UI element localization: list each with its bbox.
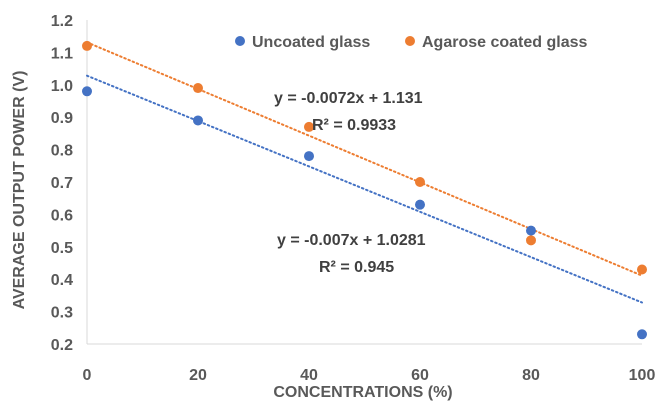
point-uncoated	[526, 225, 536, 236]
equation-uncoated: y = -0.007x + 1.0281	[277, 232, 426, 249]
x-tick-label: 100	[629, 367, 656, 384]
point-uncoated	[82, 86, 92, 97]
point-uncoated	[415, 199, 425, 210]
legend: Uncoated glass Agarose coated glass	[235, 34, 588, 51]
y-tick-label: 0.5	[51, 240, 73, 257]
point-uncoated	[193, 115, 203, 126]
y-tick-label: 0.7	[51, 175, 73, 192]
point-agarose	[637, 264, 647, 275]
point-agarose	[415, 177, 425, 187]
trendline-agarose	[86, 41, 643, 277]
point-agarose	[193, 83, 203, 94]
axes: 0.2 0.3 0.4 0.5 0.6 0.7 0.8 0.9 1.0 1.1 1.2 0 20 40 60…	[51, 13, 656, 384]
data-points	[82, 40, 647, 340]
r-squared-uncoated: R² = 0.945	[319, 259, 394, 276]
trendline-labels: y = -0.0072x + 1.131 R² = 0.9933 y = -0.…	[274, 90, 426, 276]
y-tick-label: 0.4	[51, 272, 73, 289]
point-agarose	[526, 235, 536, 246]
x-tick-label: 0	[83, 367, 92, 384]
y-tick-label: 1.1	[51, 45, 73, 62]
x-tick-label: 80	[522, 367, 540, 384]
legend-marker-agarose	[405, 36, 415, 46]
point-uncoated	[304, 151, 314, 162]
trendline-uncoated	[86, 74, 643, 304]
equation-agarose: y = -0.0072x + 1.131	[274, 90, 423, 107]
y-tick-label: 0.6	[51, 207, 73, 224]
point-agarose	[82, 40, 92, 51]
y-tick-label: 0.8	[51, 143, 73, 160]
trendlines	[86, 41, 643, 304]
x-tick-label: 60	[411, 367, 429, 384]
x-tick-label: 20	[189, 367, 207, 384]
y-axis-title: AVERAGE OUTPUT POWER (V)	[11, 71, 28, 310]
y-tick-label: 0.9	[51, 110, 73, 127]
y-tick-label: 0.3	[51, 305, 73, 322]
legend-marker-uncoated	[235, 36, 245, 46]
r-squared-agarose: R² = 0.9933	[312, 117, 396, 134]
point-uncoated	[637, 329, 647, 340]
y-tick-label: 1.0	[51, 78, 73, 95]
y-tick-label: 1.2	[51, 13, 73, 30]
x-axis-title: CONCENTRATIONS (%)	[273, 384, 452, 401]
legend-label-agarose: Agarose coated glass	[422, 34, 588, 51]
point-agarose	[304, 121, 314, 132]
x-tick-label: 40	[300, 367, 318, 384]
legend-label-uncoated: Uncoated glass	[252, 34, 370, 51]
y-tick-label: 0.2	[51, 337, 73, 354]
